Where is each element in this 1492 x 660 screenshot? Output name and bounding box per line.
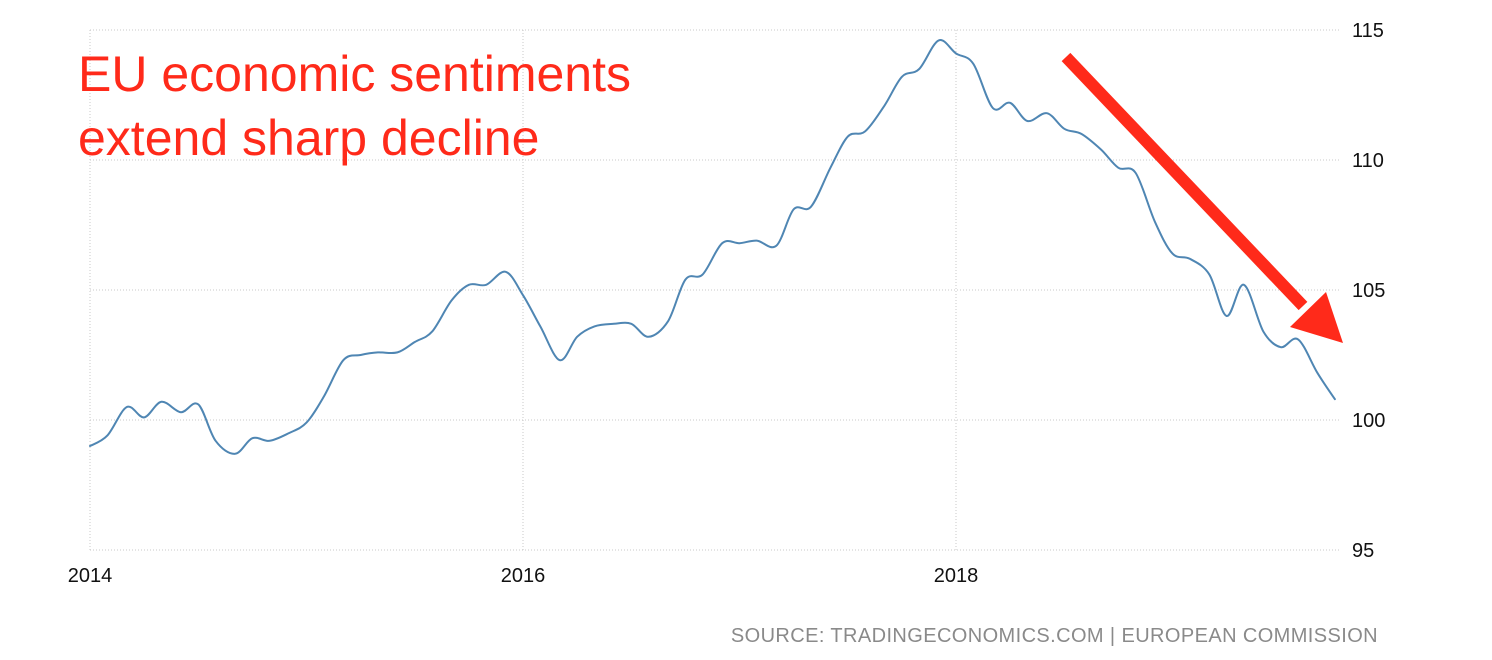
y-tick-label-105: 105 [1352,280,1385,302]
chart-title-line-2: extend sharp decline [78,110,539,166]
x-tick-label-2016: 2016 [501,565,546,587]
y-tick-label-100: 100 [1352,410,1385,432]
y-axis-ticks: 95 100 105 110 115 [1352,20,1385,562]
series-layer [89,39,1336,455]
decline-arrow-shaft [1061,52,1308,311]
y-tick-label-115: 115 [1352,20,1384,42]
chart-title-line-1: EU economic sentiments [78,46,631,102]
y-tick-label-110: 110 [1352,150,1384,172]
y-tick-label-95: 95 [1352,540,1374,562]
x-tick-label-2018: 2018 [934,565,979,587]
x-axis-ticks: 2014 2016 2018 [68,565,979,587]
x-tick-label-2014: 2014 [68,565,113,587]
series-line-0 [89,39,1336,455]
decline-arrow-head [1290,292,1343,343]
grid [89,29,1340,551]
decline-arrow-icon [1061,52,1343,343]
source-credit: SOURCE: TRADINGECONOMICS.COM | EUROPEAN … [731,625,1378,647]
